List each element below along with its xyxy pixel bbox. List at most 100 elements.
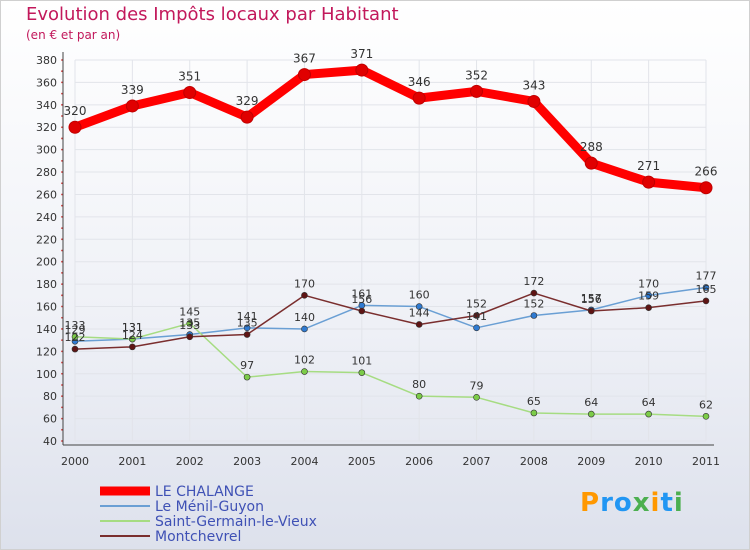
data-label: 145 bbox=[179, 305, 200, 318]
legend-label: Saint-Germain-le-Vieux bbox=[155, 514, 317, 530]
data-label: 266 bbox=[695, 165, 718, 179]
x-tick-label: 2004 bbox=[290, 455, 318, 468]
y-minor-tick bbox=[61, 372, 63, 375]
x-tick-label: 2011 bbox=[692, 455, 720, 468]
data-label: 172 bbox=[523, 275, 544, 288]
y-tick-label: 260 bbox=[36, 188, 57, 201]
y-minor-tick bbox=[61, 92, 63, 95]
y-minor-tick bbox=[61, 406, 63, 409]
y-minor-tick bbox=[61, 361, 63, 364]
data-label: 79 bbox=[470, 379, 484, 392]
y-minor-tick bbox=[61, 417, 63, 420]
y-minor-tick bbox=[61, 70, 63, 73]
data-label: 320 bbox=[64, 104, 87, 118]
data-point bbox=[297, 68, 311, 82]
data-point bbox=[186, 333, 194, 341]
series-line-montchevrel bbox=[74, 292, 707, 350]
data-point bbox=[645, 292, 652, 299]
data-point bbox=[527, 94, 541, 108]
legend-label: LE CHALANGE bbox=[155, 484, 254, 500]
data-label: 131 bbox=[122, 321, 143, 334]
data-label: 97 bbox=[240, 359, 254, 372]
y-minor-tick bbox=[61, 328, 63, 330]
data-label: 62 bbox=[699, 398, 713, 411]
y-minor-tick bbox=[61, 260, 63, 263]
y-tick-label: 120 bbox=[36, 345, 57, 358]
y-tick-label: 160 bbox=[36, 301, 57, 314]
data-label: 140 bbox=[294, 311, 315, 324]
data-label: 346 bbox=[408, 75, 431, 89]
data-label: 141 bbox=[237, 310, 258, 323]
y-tick-label: 140 bbox=[36, 323, 57, 336]
y-minor-tick bbox=[61, 316, 63, 319]
y-minor-tick bbox=[61, 59, 63, 61]
chart-title: Evolution des Impôts locaux par Habitant bbox=[26, 4, 399, 25]
x-tick-label: 2007 bbox=[463, 455, 491, 468]
data-point bbox=[412, 91, 426, 105]
data-point bbox=[243, 324, 251, 332]
data-point bbox=[71, 345, 79, 353]
data-point bbox=[530, 289, 538, 297]
data-label: 159 bbox=[638, 290, 659, 303]
y-minor-tick bbox=[61, 115, 63, 117]
data-label: 152 bbox=[466, 297, 487, 310]
data-label: 64 bbox=[642, 396, 656, 409]
data-label: 156 bbox=[581, 293, 602, 306]
y-tick-label: 300 bbox=[36, 144, 57, 157]
data-label: 371 bbox=[350, 47, 373, 61]
y-minor-tick bbox=[61, 148, 63, 151]
y-tick-label: 340 bbox=[36, 99, 57, 112]
y-minor-tick bbox=[61, 159, 63, 162]
data-point bbox=[470, 84, 484, 98]
x-tick-label: 2006 bbox=[405, 455, 433, 468]
y-minor-tick bbox=[61, 126, 63, 129]
y-minor-tick bbox=[61, 350, 63, 353]
data-label: 351 bbox=[178, 69, 201, 83]
data-label: 133 bbox=[179, 319, 200, 332]
data-label: 64 bbox=[584, 396, 598, 409]
data-label: 156 bbox=[351, 293, 372, 306]
data-point bbox=[473, 312, 480, 319]
y-minor-tick bbox=[61, 204, 63, 207]
data-point bbox=[301, 292, 308, 299]
logo-letter: r bbox=[600, 488, 614, 518]
data-point bbox=[702, 413, 710, 420]
data-label: 124 bbox=[122, 329, 143, 342]
y-minor-tick bbox=[61, 272, 63, 274]
y-minor-tick bbox=[61, 238, 63, 241]
data-point bbox=[645, 410, 652, 418]
y-minor-tick bbox=[61, 249, 63, 252]
data-label: 271 bbox=[637, 159, 660, 173]
data-label: 129 bbox=[65, 323, 86, 336]
data-point bbox=[240, 110, 254, 124]
y-minor-tick bbox=[61, 294, 63, 297]
y-minor-tick bbox=[61, 339, 63, 342]
proxiti-logo: Proxiti bbox=[580, 488, 684, 518]
y-minor-tick bbox=[61, 440, 63, 442]
logo-letter: i bbox=[650, 488, 661, 518]
y-tick-label: 240 bbox=[36, 211, 57, 224]
data-label: 144 bbox=[409, 306, 430, 319]
data-point bbox=[415, 303, 423, 310]
y-tick-label: 380 bbox=[36, 54, 57, 67]
y-minor-tick bbox=[61, 283, 63, 286]
y-minor-tick bbox=[61, 137, 63, 140]
data-point bbox=[702, 284, 710, 291]
data-label: 135 bbox=[179, 317, 200, 330]
data-label: 122 bbox=[65, 331, 86, 344]
y-minor-tick bbox=[61, 193, 63, 196]
data-point bbox=[415, 321, 423, 328]
data-point bbox=[473, 393, 480, 401]
data-label: 102 bbox=[294, 354, 315, 367]
logo-letter: P bbox=[580, 488, 601, 518]
x-tick-label: 2003 bbox=[233, 455, 261, 468]
legend-label: Montchevrel bbox=[155, 529, 241, 545]
data-point bbox=[71, 333, 79, 341]
logo-letter: o bbox=[613, 488, 633, 518]
data-point bbox=[415, 392, 423, 400]
x-tick-label: 2005 bbox=[348, 455, 376, 468]
y-minor-tick bbox=[61, 428, 63, 431]
series-line-le-m-nil-guyon bbox=[74, 286, 707, 343]
